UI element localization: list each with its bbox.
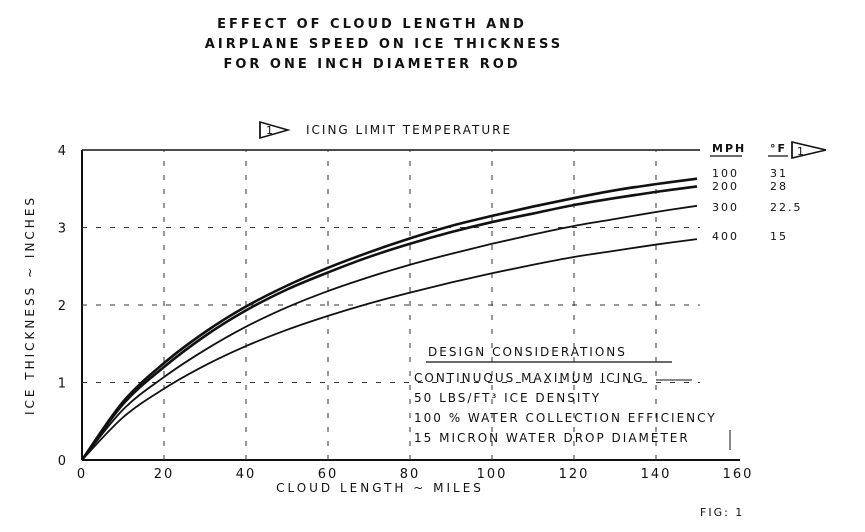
x-tick-label: 60	[318, 467, 339, 482]
legend-marker-number: 1	[797, 145, 806, 158]
x-tick-label: 0	[77, 467, 87, 482]
y-tick-label: 1	[58, 377, 68, 392]
legend-speed-400: 400	[712, 230, 739, 243]
design-considerations-note: DESIGN CONSIDERATIONS CONTINUOUS MAXIMUM…	[414, 345, 731, 450]
legend-speed-300: 300	[712, 201, 739, 214]
y-tick-label: 2	[58, 299, 68, 314]
legend-speed-200: 200	[712, 180, 739, 193]
speed-temperature-legend: MPH °F 1 100 31 200 28 300 22.5 400 15	[710, 141, 827, 243]
x-tick-label: 120	[559, 467, 590, 482]
y-tick-label: 0	[58, 454, 68, 469]
design-line-2: 50 LBS/FT³ ICE DENSITY	[414, 391, 601, 405]
icing-limit-marker-icon: 1	[259, 121, 291, 139]
plot-area: 0 20 40 60 80 100 120 140 160 0 1 2 3 4	[58, 144, 754, 482]
design-line-4: 15 MICRON WATER DROP DIAMETER	[414, 431, 690, 445]
series-lines	[80, 177, 698, 461]
legend-temperature-300: 22.5	[770, 201, 803, 214]
legend-speed-100: 100	[712, 167, 739, 180]
title-line-1: EFFECT OF CLOUD LENGTH AND	[217, 17, 527, 32]
title-line-3: FOR ONE INCH DIAMETER ROD	[223, 57, 520, 72]
icing-limit-legend: 1 ICING LIMIT TEMPERATURE	[259, 121, 512, 139]
design-line-3: 100 % WATER COLLECTION EFFICIENCY	[414, 411, 717, 425]
x-tick-label: 140	[641, 467, 672, 482]
x-tick-labels: 0 20 40 60 80 100 120 140 160	[77, 467, 754, 482]
x-tick-label: 100	[477, 467, 508, 482]
series-line-400-mph	[81, 238, 698, 461]
icing-limit-marker-number: 1	[266, 124, 275, 137]
x-tick-label: 40	[236, 467, 257, 482]
icing-limit-label: ICING LIMIT TEMPERATURE	[306, 123, 512, 137]
design-considerations-heading: DESIGN CONSIDERATIONS	[428, 345, 627, 359]
title-line-2: AIRPLANE SPEED ON ICE THICKNESS	[205, 37, 563, 52]
series-line-200-mph	[80, 185, 698, 461]
y-tick-label: 3	[58, 222, 68, 237]
legend-header-temperature: °F	[770, 142, 787, 155]
design-line-1: CONTINUOUS MAXIMUM ICING	[414, 371, 644, 385]
y-tick-label: 4	[58, 144, 68, 159]
x-axis-label: CLOUD LENGTH ~ MILES	[276, 481, 484, 495]
legend-temperature-marker-icon: 1	[791, 141, 827, 159]
x-tick-label: 160	[723, 467, 754, 482]
chart-title: EFFECT OF CLOUD LENGTH AND AIRPLANE SPEE…	[205, 17, 563, 72]
series-line-300-mph	[81, 204, 698, 461]
x-tick-label: 80	[400, 467, 421, 482]
legend-temperature-200: 28	[770, 180, 788, 193]
grid	[82, 150, 700, 460]
series-line-100-mph	[80, 177, 698, 461]
y-axis-label: ICE THICKNESS ~ INCHES	[23, 195, 37, 415]
y-tick-labels: 0 1 2 3 4	[58, 144, 68, 469]
legend-temperature-400: 15	[770, 230, 788, 243]
legend-header-mph: MPH	[712, 142, 746, 155]
legend-temperature-100: 31	[770, 167, 788, 180]
x-tick-label: 20	[154, 467, 175, 482]
figure-label: FIG: 1	[700, 506, 744, 519]
